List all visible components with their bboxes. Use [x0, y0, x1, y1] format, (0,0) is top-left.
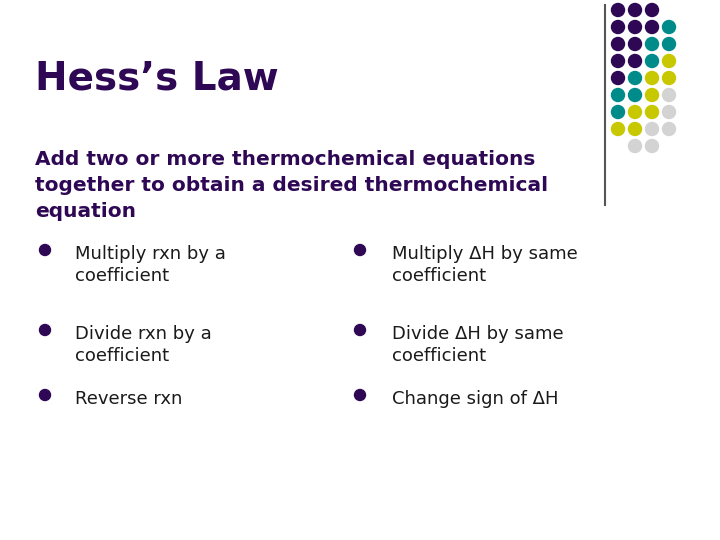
Circle shape: [646, 21, 659, 33]
Circle shape: [611, 105, 624, 118]
Circle shape: [40, 245, 50, 255]
Text: Multiply rxn by a: Multiply rxn by a: [75, 245, 226, 263]
Circle shape: [629, 55, 642, 68]
Circle shape: [629, 37, 642, 51]
Circle shape: [629, 123, 642, 136]
Circle shape: [629, 21, 642, 33]
Circle shape: [629, 139, 642, 152]
Circle shape: [646, 139, 659, 152]
Circle shape: [629, 3, 642, 17]
Circle shape: [662, 71, 675, 84]
Circle shape: [646, 105, 659, 118]
Circle shape: [662, 37, 675, 51]
Circle shape: [611, 89, 624, 102]
Circle shape: [662, 105, 675, 118]
Text: coefficient: coefficient: [392, 347, 486, 365]
Circle shape: [646, 37, 659, 51]
Text: Reverse rxn: Reverse rxn: [75, 390, 182, 408]
Circle shape: [646, 3, 659, 17]
Circle shape: [662, 21, 675, 33]
Circle shape: [629, 89, 642, 102]
Text: Add two or more thermochemical equations: Add two or more thermochemical equations: [35, 150, 536, 169]
Text: equation: equation: [35, 202, 136, 221]
Text: Hess’s Law: Hess’s Law: [35, 60, 279, 98]
Text: Multiply ΔH by same: Multiply ΔH by same: [392, 245, 577, 263]
Circle shape: [354, 389, 366, 401]
Circle shape: [611, 55, 624, 68]
Circle shape: [646, 55, 659, 68]
Circle shape: [646, 89, 659, 102]
Circle shape: [611, 21, 624, 33]
Circle shape: [662, 55, 675, 68]
Text: coefficient: coefficient: [392, 267, 486, 285]
Text: Divide rxn by a: Divide rxn by a: [75, 325, 212, 343]
Circle shape: [611, 37, 624, 51]
Circle shape: [611, 123, 624, 136]
Circle shape: [611, 3, 624, 17]
Circle shape: [40, 325, 50, 335]
Text: Change sign of ΔH: Change sign of ΔH: [392, 390, 559, 408]
Circle shape: [354, 325, 366, 335]
Circle shape: [354, 245, 366, 255]
Circle shape: [662, 89, 675, 102]
Text: Divide ΔH by same: Divide ΔH by same: [392, 325, 564, 343]
Text: coefficient: coefficient: [75, 347, 169, 365]
Circle shape: [629, 105, 642, 118]
Circle shape: [646, 123, 659, 136]
Text: coefficient: coefficient: [75, 267, 169, 285]
Circle shape: [662, 123, 675, 136]
Text: together to obtain a desired thermochemical: together to obtain a desired thermochemi…: [35, 176, 548, 195]
Circle shape: [629, 71, 642, 84]
Circle shape: [40, 389, 50, 401]
Circle shape: [611, 71, 624, 84]
Circle shape: [646, 71, 659, 84]
